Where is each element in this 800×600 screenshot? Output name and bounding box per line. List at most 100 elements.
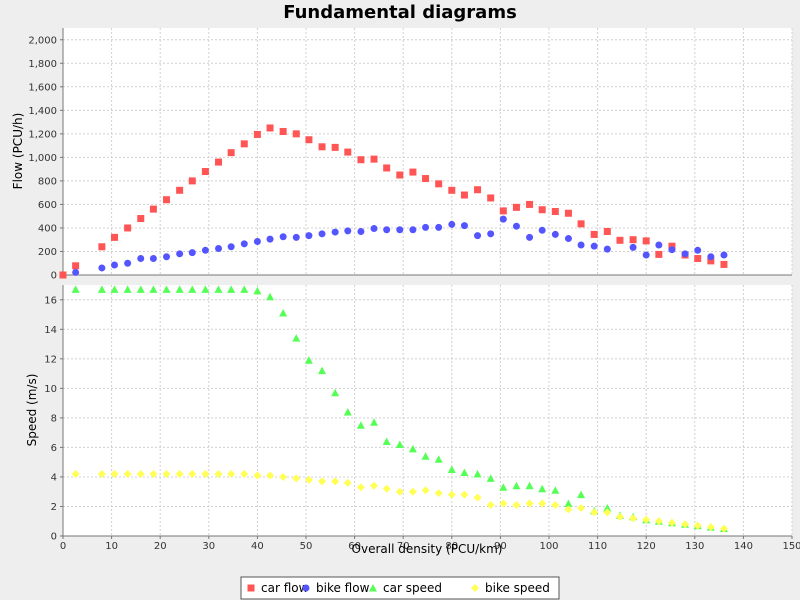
bike-speed-point xyxy=(642,515,651,524)
bike-flow-point xyxy=(707,253,715,261)
bike-flow-point xyxy=(188,249,196,257)
car-speed-point xyxy=(227,285,236,293)
bike-speed-point xyxy=(292,474,301,483)
car-speed-point xyxy=(499,483,508,491)
y-tick-label: 0 xyxy=(51,271,57,282)
bike-speed-point xyxy=(473,493,482,502)
bike-flow-point xyxy=(590,242,598,250)
car-speed-point xyxy=(577,490,586,499)
bike-flow-point xyxy=(201,246,209,254)
car-speed-point xyxy=(603,503,612,512)
car-flow-point xyxy=(370,155,378,163)
car-flow-point xyxy=(526,200,534,208)
y-tick-label: 16 xyxy=(44,295,57,306)
bike-speed-point xyxy=(188,469,197,478)
x-tick-label: 40 xyxy=(251,541,264,552)
bike-flow-point xyxy=(292,233,300,241)
x-axis-label: Overall density (PCU/km) xyxy=(352,542,503,556)
x-tick-label: 140 xyxy=(734,541,753,552)
car-flow-point xyxy=(344,148,352,156)
bike-speed-point xyxy=(447,490,456,499)
bike-speed-point xyxy=(97,469,106,478)
bike-flow-point xyxy=(72,268,80,276)
car-speed-point xyxy=(149,285,158,293)
bike-flow-point xyxy=(499,215,507,223)
car-flow-point xyxy=(435,180,443,188)
car-speed-point xyxy=(370,418,379,426)
car-speed-legend-marker xyxy=(369,584,377,592)
y-tick-label: 6 xyxy=(51,443,57,454)
bike-speed-point xyxy=(356,483,365,492)
car-flow-point xyxy=(460,191,468,199)
bike-speed-point xyxy=(667,518,676,527)
y-tick-label: 800 xyxy=(38,176,57,187)
bike-flow-point xyxy=(370,225,378,233)
bike-flow-point xyxy=(279,233,287,241)
car-speed-point xyxy=(486,474,495,482)
bike-speed-point xyxy=(395,487,404,496)
car-speed-point xyxy=(214,285,223,293)
bike-speed-point xyxy=(499,499,508,508)
bike-speed-point xyxy=(512,500,521,509)
bike-speed-point xyxy=(460,490,469,499)
car-flow-point xyxy=(694,255,702,263)
x-tick-label: 10 xyxy=(105,541,118,552)
car-flow-point xyxy=(59,271,67,279)
bike-speed-point xyxy=(370,481,379,490)
bike-speed-point xyxy=(175,469,184,478)
car-speed-point xyxy=(421,452,430,460)
bike-flow-point xyxy=(551,230,559,238)
y-tick-label: 14 xyxy=(44,325,57,336)
car-flow-point xyxy=(551,207,559,215)
bike-flow-point xyxy=(681,250,689,258)
bike-speed-point xyxy=(162,469,171,478)
car-speed-point xyxy=(188,285,197,293)
speed-plot-area xyxy=(63,285,792,536)
car-flow-point xyxy=(188,177,196,185)
x-tick-label: 70 xyxy=(397,541,410,552)
car-speed-point xyxy=(240,285,249,293)
car-flow-point xyxy=(253,130,261,138)
y-tick-label: 1,400 xyxy=(28,106,57,117)
car-speed-point xyxy=(408,444,417,453)
car-flow-point xyxy=(474,186,482,194)
car-flow-point xyxy=(215,158,223,166)
y-tick-label: 200 xyxy=(38,247,57,258)
flow-y-axis-label: Flow (PCU/h) xyxy=(11,113,25,190)
car-flow-point xyxy=(616,236,624,244)
car-flow-point xyxy=(409,168,417,176)
flow-plot-area xyxy=(63,28,792,275)
bike-speed-point xyxy=(706,523,715,532)
bike-flow-point xyxy=(694,246,702,254)
bike-flow-point xyxy=(98,264,106,272)
y-tick-label: 2 xyxy=(51,502,57,513)
x-tick-label: 0 xyxy=(60,541,66,552)
bike-speed-point xyxy=(681,520,690,529)
bike-flow-point xyxy=(344,227,352,235)
car-flow-point xyxy=(512,203,520,211)
car-flow-point xyxy=(240,140,248,148)
bike-speed-point xyxy=(486,500,495,509)
car-flow-series xyxy=(59,124,728,279)
bike-flow-point xyxy=(253,237,261,245)
bike-speed-point xyxy=(318,477,327,486)
car-flow-point xyxy=(318,143,326,151)
car-speed-point xyxy=(460,468,469,477)
legend-box xyxy=(240,576,560,600)
bike-flow-point xyxy=(176,250,184,258)
car-speed-point xyxy=(71,285,80,293)
x-tick-label: 100 xyxy=(539,541,558,552)
x-tick-label: 110 xyxy=(588,541,607,552)
bike-flow-point xyxy=(435,223,443,231)
car-speed-point xyxy=(253,286,262,295)
car-flow-legend-marker xyxy=(247,584,255,592)
car-speed-point xyxy=(110,285,119,293)
bike-flow-point xyxy=(383,226,391,234)
car-speed-point xyxy=(434,455,443,463)
bike-speed-point xyxy=(538,499,547,508)
bike-speed-point xyxy=(719,524,728,533)
car-flow-point xyxy=(642,237,650,245)
bike-flow-point xyxy=(163,253,171,261)
bike-speed-point xyxy=(201,469,210,478)
